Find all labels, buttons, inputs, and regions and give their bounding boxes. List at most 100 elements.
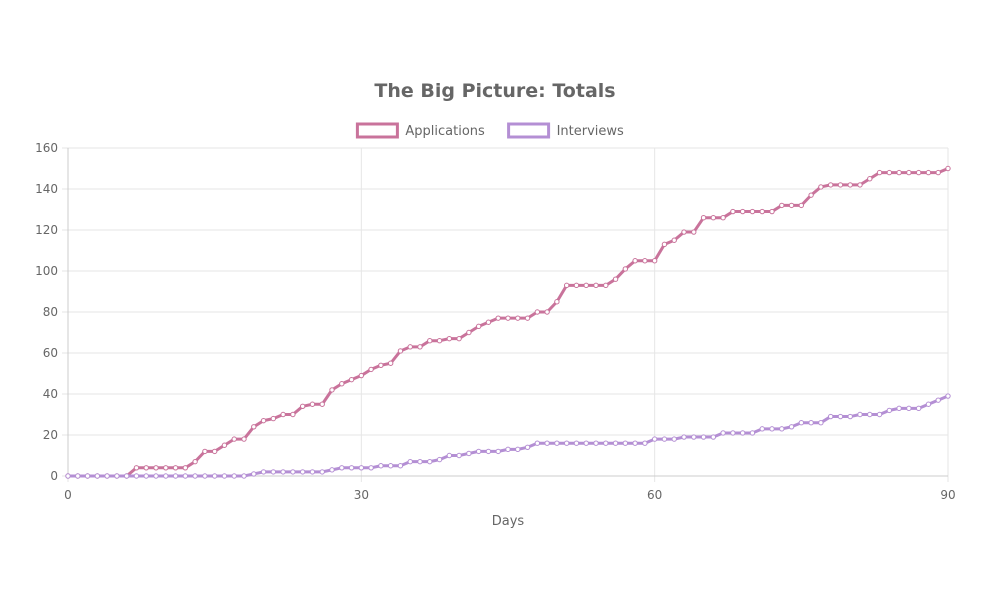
data-point-interviews[interactable] [867,411,873,418]
data-point-applications[interactable] [485,319,492,325]
data-point-interviews[interactable] [260,469,267,475]
data-point-applications[interactable] [720,215,726,221]
data-point-interviews[interactable] [935,397,941,403]
data-point-applications[interactable] [906,169,912,176]
data-point-interviews[interactable] [202,473,208,479]
data-point-interviews[interactable] [485,448,492,455]
data-point-interviews[interactable] [720,430,726,436]
data-point-applications[interactable] [573,282,580,289]
data-point-applications[interactable] [651,258,658,264]
data-point-interviews[interactable] [436,456,443,463]
data-point-interviews[interactable] [495,448,501,455]
data-point-interviews[interactable] [397,463,404,469]
data-point-interviews[interactable] [691,434,697,440]
data-point-applications[interactable] [759,208,765,215]
data-point-applications[interactable] [319,401,325,407]
data-point-applications[interactable] [661,241,668,248]
data-point-interviews[interactable] [554,440,560,446]
data-point-interviews[interactable] [622,440,629,446]
data-point-applications[interactable] [251,424,257,430]
data-point-applications[interactable] [739,208,746,215]
data-point-applications[interactable] [827,182,834,188]
data-point-applications[interactable] [348,376,355,383]
data-point-interviews[interactable] [104,473,110,479]
data-point-applications[interactable] [192,458,198,465]
data-point-interviews[interactable] [906,405,912,412]
data-point-applications[interactable] [935,169,941,176]
data-point-applications[interactable] [593,282,599,289]
data-point-interviews[interactable] [387,463,394,469]
data-point-applications[interactable] [818,184,824,190]
data-point-interviews[interactable] [407,458,413,465]
data-point-interviews[interactable] [886,407,893,414]
data-point-applications[interactable] [837,182,844,188]
data-point-applications[interactable] [270,415,277,422]
data-point-interviews[interactable] [915,405,922,412]
data-point-interviews[interactable] [925,401,932,407]
data-point-applications[interactable] [915,169,922,176]
data-point-interviews[interactable] [515,446,521,453]
data-point-interviews[interactable] [270,469,277,475]
data-point-interviews[interactable] [524,444,531,450]
data-point-applications[interactable] [505,315,511,321]
data-point-interviews[interactable] [192,473,198,479]
data-point-applications[interactable] [143,465,149,471]
data-point-applications[interactable] [163,465,169,471]
data-point-interviews[interactable] [231,473,237,479]
data-point-applications[interactable] [378,362,384,368]
data-point-applications[interactable] [886,169,893,176]
data-point-interviews[interactable] [749,430,756,436]
data-point-applications[interactable] [133,465,140,471]
data-point-applications[interactable] [231,436,237,442]
data-point-interviews[interactable] [94,473,101,479]
data-point-interviews[interactable] [153,473,159,479]
data-point-applications[interactable] [446,335,453,342]
data-point-applications[interactable] [700,215,707,221]
data-point-applications[interactable] [202,448,208,455]
data-point-applications[interactable] [876,169,883,176]
data-point-interviews[interactable] [84,473,91,479]
data-point-applications[interactable] [397,348,404,354]
data-point-interviews[interactable] [700,434,707,440]
data-point-interviews[interactable] [211,473,218,479]
data-point-interviews[interactable] [348,465,355,471]
data-point-interviews[interactable] [671,436,677,442]
data-point-applications[interactable] [153,465,159,471]
data-point-applications[interactable] [329,387,335,393]
data-point-applications[interactable] [798,202,805,209]
data-point-applications[interactable] [563,282,570,289]
data-point-interviews[interactable] [182,473,189,479]
data-point-interviews[interactable] [779,426,785,432]
data-point-applications[interactable] [710,215,717,221]
data-point-applications[interactable] [749,208,756,215]
data-point-interviews[interactable] [808,420,814,426]
data-point-applications[interactable] [456,335,462,342]
data-point-interviews[interactable] [573,440,580,446]
data-point-interviews[interactable] [241,473,247,479]
data-point-interviews[interactable] [788,424,795,430]
data-point-interviews[interactable] [427,458,433,465]
data-point-applications[interactable] [632,258,638,264]
data-point-applications[interactable] [612,276,619,282]
data-point-interviews[interactable] [534,440,541,446]
data-point-applications[interactable] [427,338,433,344]
data-point-interviews[interactable] [710,434,717,440]
data-point-interviews[interactable] [651,436,658,442]
data-point-applications[interactable] [730,208,736,215]
data-point-interviews[interactable] [417,458,423,465]
data-point-interviews[interactable] [309,469,316,475]
data-point-interviews[interactable] [368,465,374,471]
data-point-applications[interactable] [788,202,795,209]
data-point-applications[interactable] [260,417,267,424]
data-point-interviews[interactable] [857,411,863,418]
data-point-applications[interactable] [211,448,218,455]
data-point-interviews[interactable] [593,440,599,446]
data-point-applications[interactable] [339,381,345,387]
data-point-interviews[interactable] [143,473,149,479]
data-point-applications[interactable] [603,282,609,289]
data-point-applications[interactable] [241,436,247,442]
data-point-applications[interactable] [847,182,853,188]
data-point-applications[interactable] [554,299,560,305]
data-point-interviews[interactable] [290,469,296,475]
data-point-applications[interactable] [524,315,531,321]
